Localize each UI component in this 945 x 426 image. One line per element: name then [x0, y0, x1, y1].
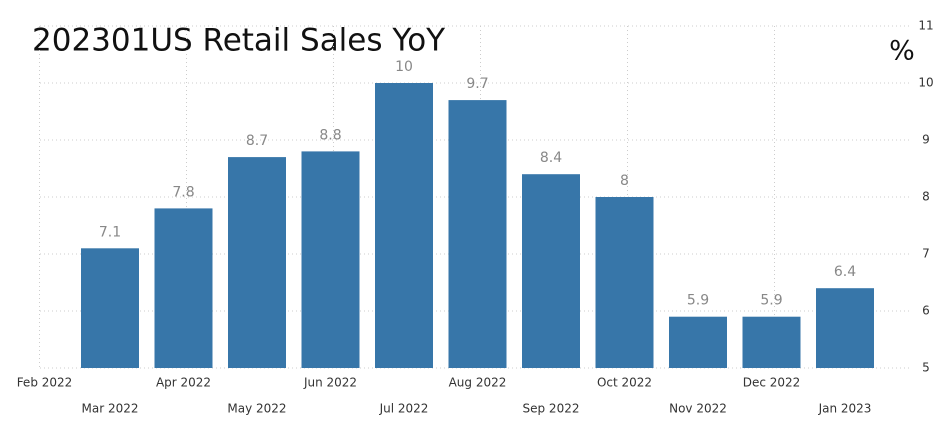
value-label: 9.7: [466, 76, 488, 92]
bar: [81, 248, 139, 368]
bar: [375, 83, 433, 368]
x-tick-label: Feb 2022: [17, 376, 73, 390]
value-label: 8.4: [540, 150, 562, 166]
value-label: 7.8: [172, 184, 194, 200]
value-label: 8.8: [319, 127, 341, 143]
bar: [595, 197, 654, 368]
bar: [816, 288, 874, 368]
x-tick-label: Jan 2023: [818, 402, 872, 416]
value-label: 5.9: [760, 293, 782, 309]
x-tick-label: Dec 2022: [743, 376, 801, 390]
y-tick-label: 5: [922, 361, 930, 375]
value-label: 6.4: [834, 264, 856, 280]
value-label: 10: [395, 59, 413, 75]
x-tick-label: Oct 2022: [597, 376, 652, 390]
x-tick-label: Aug 2022: [449, 376, 507, 390]
bar: [742, 316, 801, 368]
value-label: 5.9: [687, 293, 709, 309]
y-tick-label: 10: [918, 76, 933, 90]
bar: [522, 174, 580, 368]
chart-title: 202301US Retail Sales YoY: [32, 23, 445, 59]
x-tick-label: Jun 2022: [303, 376, 357, 390]
y-unit: %: [889, 36, 915, 67]
value-label: 8.7: [246, 133, 268, 149]
x-tick-label: Mar 2022: [82, 402, 139, 416]
y-tick-label: 7: [922, 247, 930, 261]
x-tick-label: Sep 2022: [523, 402, 580, 416]
bar: [448, 100, 507, 368]
x-tick-label: Nov 2022: [669, 402, 727, 416]
value-label: 8: [620, 173, 629, 189]
x-tick-label: Jul 2022: [379, 402, 429, 416]
x-tick-label: May 2022: [227, 402, 286, 416]
bar: [669, 316, 727, 368]
y-tick-label: 6: [922, 304, 930, 318]
y-tick-label: 11: [918, 19, 933, 33]
bar: [154, 208, 213, 368]
x-tick-label: Apr 2022: [156, 376, 211, 390]
value-label: 7.1: [99, 224, 121, 240]
y-tick-label: 9: [922, 133, 930, 147]
bar: [301, 151, 360, 368]
bar: [228, 157, 286, 368]
y-tick-label: 8: [922, 190, 930, 204]
